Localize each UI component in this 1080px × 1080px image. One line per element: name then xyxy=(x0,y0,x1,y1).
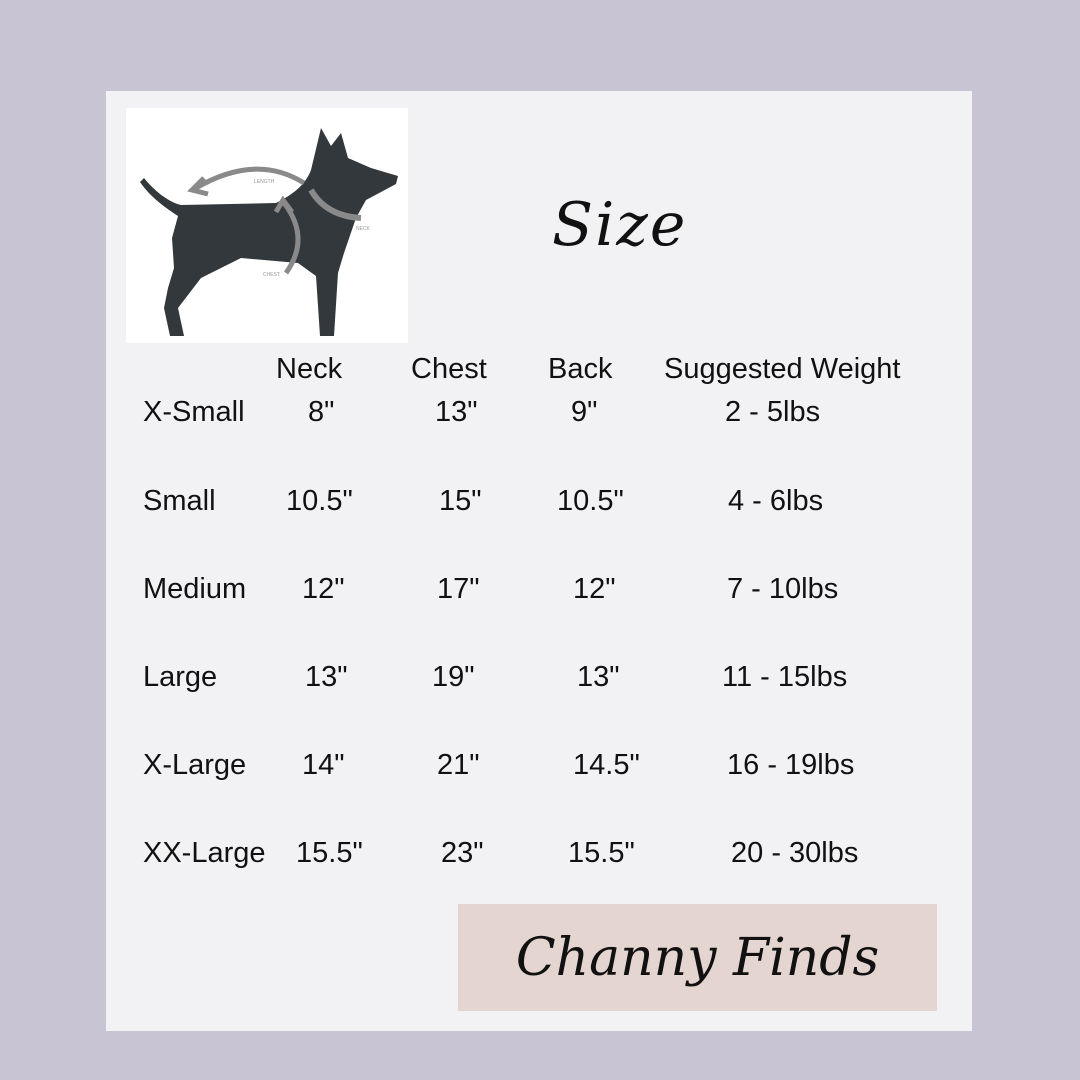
neck-label: NECK xyxy=(356,226,371,232)
cell-back: 15.5" xyxy=(568,837,635,869)
dog-measurement-illustration: LENGTH NECK CHEST xyxy=(126,108,408,343)
brand-banner: Channy Finds xyxy=(458,904,937,1011)
brand-logo-text: Channy Finds xyxy=(515,927,880,988)
cell-chest: 13" xyxy=(435,396,478,428)
cell-chest: 17" xyxy=(437,573,480,605)
cell-size: Large xyxy=(143,661,218,693)
cell-chest: 23" xyxy=(441,837,484,869)
cell-size: Medium xyxy=(143,573,247,605)
cell-chest: 15" xyxy=(439,485,482,517)
cell-weight: 2 - 5lbs xyxy=(725,396,821,428)
cell-neck: 13" xyxy=(305,661,348,693)
cell-back: 14.5" xyxy=(573,749,640,781)
header-weight: Suggested Weight xyxy=(664,353,901,385)
cell-back: 12" xyxy=(573,573,616,605)
cell-size: X-Small xyxy=(143,396,245,428)
cell-neck: 12" xyxy=(302,573,345,605)
cell-back: 13" xyxy=(577,661,620,693)
length-label: LENGTH xyxy=(254,179,275,185)
header-neck: Neck xyxy=(276,353,343,385)
header-chest: Chest xyxy=(411,353,487,385)
cell-weight: 7 - 10lbs xyxy=(727,573,839,605)
dog-icon: LENGTH NECK CHEST xyxy=(140,128,398,336)
cell-weight: 16 - 19lbs xyxy=(727,749,855,781)
cell-neck: 14" xyxy=(302,749,345,781)
cell-weight: 11 - 15lbs xyxy=(722,661,848,693)
cell-neck: 10.5" xyxy=(286,485,353,517)
cell-chest: 21" xyxy=(437,749,480,781)
cell-weight: 4 - 6lbs xyxy=(728,485,824,517)
cell-size: Small xyxy=(143,485,216,517)
cell-back: 10.5" xyxy=(557,485,624,517)
cell-size: X-Large xyxy=(143,749,247,781)
cell-neck: 15.5" xyxy=(296,837,363,869)
cell-chest: 19" xyxy=(432,661,475,693)
cell-neck: 8" xyxy=(308,396,335,428)
cell-weight: 20 - 30lbs xyxy=(731,837,859,869)
chest-label: CHEST xyxy=(263,272,280,278)
header-back: Back xyxy=(548,353,613,385)
cell-size: XX-Large xyxy=(143,837,266,869)
cell-back: 9" xyxy=(571,396,598,428)
page-title: Size xyxy=(552,190,688,260)
